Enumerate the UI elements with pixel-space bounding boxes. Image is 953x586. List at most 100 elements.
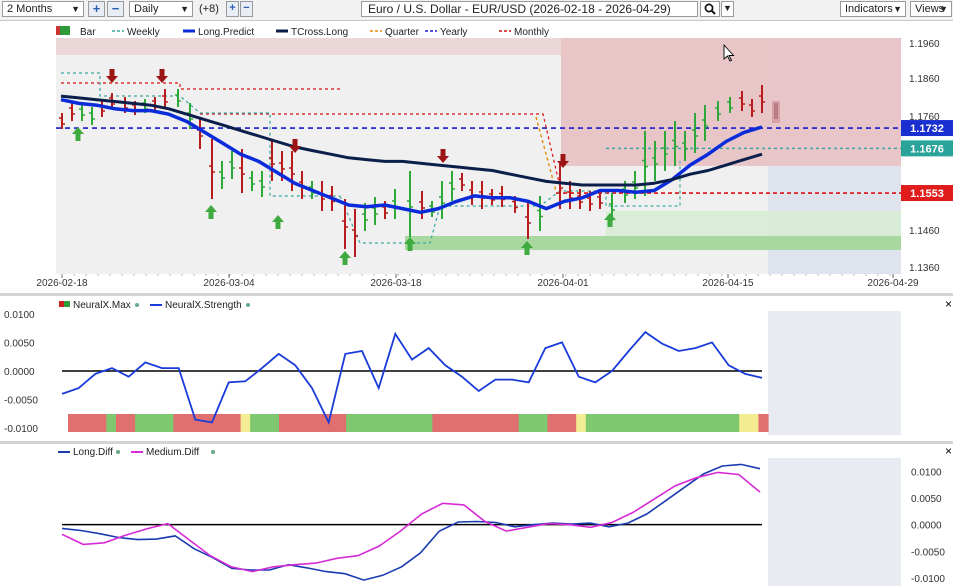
neural-heat-cell	[595, 414, 606, 432]
long-diff-line	[61, 463, 761, 581]
y-tick-label: 1.1960	[909, 39, 940, 50]
minus-icon: −	[243, 2, 250, 14]
offset-label: (+8)	[199, 3, 219, 15]
sell-arrow-icon	[557, 154, 569, 168]
close-panel-icon[interactable]: ×	[945, 297, 952, 311]
legend-label: Weekly	[127, 27, 160, 38]
neural-heat-cell	[154, 414, 165, 432]
neural-heat-cell	[528, 414, 539, 432]
y-tick-label: 0.0050	[4, 338, 35, 349]
plus-icon: +	[229, 2, 236, 14]
legend-label: NeuralX.Max	[73, 300, 131, 311]
search-button[interactable]	[700, 1, 720, 17]
neural-heat-cell	[470, 414, 481, 432]
neural-heat-cell	[422, 414, 433, 432]
neural-heat-cell	[662, 414, 673, 432]
legend-dot	[211, 450, 215, 454]
chart-toolbar: 2 Months ▼ + − Daily ▼ (+8) + − Euro / U…	[0, 0, 953, 21]
neural-heat-cell	[288, 414, 299, 432]
x-tick-label: 2026-04-29	[867, 278, 919, 289]
neural-heat-cell	[221, 414, 232, 432]
offset-minus-button[interactable]: −	[240, 1, 253, 17]
neural-heat-cell	[499, 414, 510, 432]
buy-arrow-icon	[604, 213, 616, 227]
neural-heat-cell	[700, 414, 712, 432]
x-tick-label: 2026-03-04	[203, 278, 255, 289]
neural-heat-cell	[614, 414, 625, 432]
monthly-step-line	[61, 82, 340, 90]
buy-arrow-icon	[404, 237, 416, 251]
buy-arrow-icon	[272, 215, 284, 229]
neural-heat-cell	[403, 414, 414, 432]
diff-panel[interactable]: Long.Diff Medium.Diff 0.0100 0.0050 0.0000 -…	[0, 444, 953, 586]
neural-heat-cell	[231, 414, 242, 432]
neural-heat-cell	[183, 414, 194, 432]
medium-diff-line	[61, 471, 761, 573]
indicators-label: Indicators	[845, 3, 893, 15]
neural-heat-cell	[336, 414, 347, 432]
neural-heat-cell	[758, 414, 769, 432]
search-options-button[interactable]: ▼	[721, 1, 734, 17]
search-icon	[704, 3, 716, 15]
bar-legend-swatch-2	[60, 26, 70, 35]
neuralx-panel[interactable]: NeuralX.Max NeuralX.Strength 0.0100 0.0050…	[0, 296, 953, 441]
neural-heat-cell	[144, 414, 155, 432]
neural-heat-cell	[192, 414, 203, 432]
y-tick-label: 1.1860	[909, 74, 940, 85]
neural-heat-cell	[307, 414, 318, 432]
legend-label: Monthly	[514, 27, 549, 38]
neural-heat-cell	[710, 414, 721, 432]
zoom-out-button[interactable]: −	[107, 1, 124, 17]
price-tag-label: 1.1553	[910, 188, 944, 200]
price-chart[interactable]: Bar Weekly Long.Predict TCross.Long Quarter Y…	[0, 21, 953, 293]
range-value: 2 Months	[7, 3, 53, 15]
neural-heat-cell	[211, 414, 222, 432]
neural-heat-cell	[633, 414, 644, 432]
neural-heat-cell	[135, 414, 146, 432]
panel-separator	[0, 441, 953, 444]
x-tick-label: 2026-04-01	[537, 278, 589, 289]
neural-heat-cell	[442, 414, 453, 432]
panel-separator	[0, 293, 953, 296]
buy-arrow-icon	[205, 205, 217, 219]
neural-heat-cell	[652, 414, 664, 432]
neural-heat-cell	[68, 414, 79, 432]
price-tag-label: 1.1676	[910, 143, 944, 155]
chevron-down-icon: ▼	[723, 3, 732, 13]
zoom-in-button[interactable]: +	[88, 1, 105, 17]
neural-heat-cell	[365, 414, 376, 432]
y-tick-label: 0.0100	[4, 310, 35, 321]
neural-heat-cell	[317, 414, 328, 432]
weekly-step-line	[61, 72, 340, 197]
offset-plus-button[interactable]: +	[226, 1, 239, 17]
neural-heat-cell	[87, 414, 98, 432]
long-predict-line	[60, 97, 763, 215]
legend-swatch	[59, 301, 65, 307]
neural-heat-cell	[374, 414, 385, 432]
neural-heat-cell	[624, 414, 635, 432]
views-dropdown[interactable]: Views ▼	[910, 1, 952, 17]
indicators-dropdown[interactable]: Indicators ▼	[840, 1, 906, 17]
price-tag	[901, 120, 953, 137]
neural-heat-cell	[394, 414, 405, 432]
y-tick-label: 1.1360	[909, 263, 940, 274]
y-tick-label: -0.0050	[4, 396, 38, 407]
y-tick-label: 1.1760	[909, 112, 940, 123]
neural-heat-cell	[163, 414, 175, 432]
neural-heat-cell	[537, 414, 549, 432]
sell-arrow-icon	[106, 69, 118, 83]
neural-future-zone	[768, 311, 901, 435]
instrument-field[interactable]: Euro / U.S. Dollar - EUR/USD (2026-02-18…	[361, 1, 698, 17]
interval-dropdown[interactable]: Daily ▼	[129, 1, 193, 17]
y-tick-label: 1.1460	[909, 226, 940, 237]
close-panel-icon[interactable]: ×	[945, 444, 952, 458]
x-tick-label: 2026-02-18	[36, 278, 88, 289]
legend-dot	[246, 303, 250, 307]
buy-arrow-icon	[521, 241, 533, 255]
neuralx-strength-line	[61, 330, 763, 426]
neural-heat-cell	[605, 414, 616, 432]
legend-label: NeuralX.Strength	[165, 300, 242, 311]
chevron-down-icon: ▼	[939, 4, 948, 14]
range-dropdown[interactable]: 2 Months ▼	[2, 1, 84, 17]
neural-heat-cell	[509, 414, 520, 432]
